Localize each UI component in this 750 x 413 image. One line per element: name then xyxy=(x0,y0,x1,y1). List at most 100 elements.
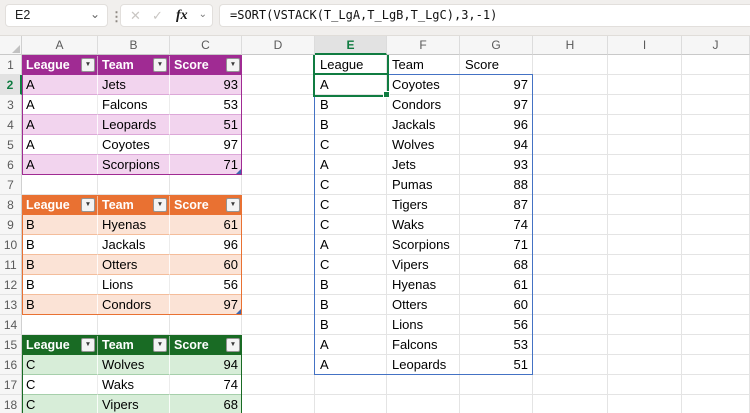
chevron-down-icon[interactable]: ⌄ xyxy=(198,9,207,20)
cell-B16[interactable]: Wolves xyxy=(98,355,170,375)
cell-E1[interactable]: League xyxy=(320,57,364,72)
cell-C17[interactable]: 74 xyxy=(170,375,242,395)
row-header-14[interactable]: 14 xyxy=(0,315,22,335)
cell-C4[interactable]: 51 xyxy=(170,115,242,135)
cell-F6[interactable]: Jets xyxy=(392,157,416,172)
cell-E11[interactable]: C xyxy=(320,257,330,272)
cell-G3[interactable]: 97 xyxy=(513,97,528,112)
row-header-9[interactable]: 9 xyxy=(0,215,22,235)
cell-E16[interactable]: A xyxy=(320,357,329,372)
cell-F1[interactable]: Team xyxy=(392,57,424,72)
formula-input[interactable]: =SORT(VSTACK(T_LgA,T_LgB,T_LgC),3,-1) xyxy=(219,4,750,27)
cell-G1[interactable]: Score xyxy=(465,57,499,72)
cell-C12[interactable]: 56 xyxy=(170,275,242,295)
cell-E8[interactable]: C xyxy=(320,197,330,212)
cell-B10[interactable]: Jackals xyxy=(98,235,170,255)
column-header-F[interactable]: F xyxy=(387,36,460,55)
cell-E9[interactable]: C xyxy=(320,217,330,232)
select-all-button[interactable] xyxy=(0,36,22,55)
row-header-4[interactable]: 4 xyxy=(0,115,22,135)
cell-G11[interactable]: 68 xyxy=(513,257,528,272)
cell-B11[interactable]: Otters xyxy=(98,255,170,275)
fill-handle[interactable] xyxy=(383,91,390,98)
cell-C13[interactable]: 97 xyxy=(170,295,242,315)
cell-E2[interactable]: A xyxy=(320,77,329,92)
row-header-2[interactable]: 2 xyxy=(0,75,22,95)
cell-F5[interactable]: Wolves xyxy=(392,137,435,152)
column-header-H[interactable]: H xyxy=(533,36,608,55)
cell-G16[interactable]: 51 xyxy=(513,357,528,372)
cell-E4[interactable]: B xyxy=(320,117,329,132)
cell-F8[interactable]: Tigers xyxy=(392,197,428,212)
cell-E6[interactable]: A xyxy=(320,157,329,172)
cell-G4[interactable]: 96 xyxy=(513,117,528,132)
row-header-12[interactable]: 12 xyxy=(0,275,22,295)
cell-F10[interactable]: Scorpions xyxy=(392,237,450,252)
cell-G12[interactable]: 61 xyxy=(513,277,528,292)
row-header-17[interactable]: 17 xyxy=(0,375,22,395)
cell-C18[interactable]: 68 xyxy=(170,395,242,413)
cell-G6[interactable]: 93 xyxy=(513,157,528,172)
cell-F4[interactable]: Jackals xyxy=(392,117,436,132)
cell-B5[interactable]: Coyotes xyxy=(98,135,170,155)
cell-G2[interactable]: 97 xyxy=(513,77,528,92)
chevron-down-icon[interactable]: ⌄ xyxy=(89,7,100,21)
cell-E12[interactable]: B xyxy=(320,277,329,292)
row-header-5[interactable]: 5 xyxy=(0,135,22,155)
filter-button[interactable]: ▼ xyxy=(153,338,167,352)
column-header-D[interactable]: D xyxy=(242,36,315,55)
cell-F14[interactable]: Lions xyxy=(392,317,424,332)
filter-button[interactable]: ▼ xyxy=(226,198,240,212)
column-header-J[interactable]: J xyxy=(682,36,750,55)
row-header-7[interactable]: 7 xyxy=(0,175,22,195)
cell-A10[interactable]: B xyxy=(22,235,98,255)
cell-E13[interactable]: B xyxy=(320,297,329,312)
cell-F13[interactable]: Otters xyxy=(392,297,428,312)
cell-E10[interactable]: A xyxy=(320,237,329,252)
row-header-13[interactable]: 13 xyxy=(0,295,22,315)
cell-F15[interactable]: Falcons xyxy=(392,337,438,352)
row-header-8[interactable]: 8 xyxy=(0,195,22,215)
cell-A11[interactable]: B xyxy=(22,255,98,275)
column-header-A[interactable]: A xyxy=(22,36,98,55)
filter-button[interactable]: ▼ xyxy=(226,338,240,352)
column-header-B[interactable]: B xyxy=(98,36,170,55)
cell-E7[interactable]: C xyxy=(320,177,330,192)
cell-A3[interactable]: A xyxy=(22,95,98,115)
name-box[interactable]: E2 ⌄ xyxy=(5,4,108,27)
cell-G13[interactable]: 60 xyxy=(513,297,528,312)
insert-function-button[interactable]: fx xyxy=(176,8,188,23)
cell-A6[interactable]: A xyxy=(22,155,98,175)
filter-button[interactable]: ▼ xyxy=(81,58,95,72)
cell-G14[interactable]: 56 xyxy=(513,317,528,332)
cell-A16[interactable]: C xyxy=(22,355,98,375)
cell-B2[interactable]: Jets xyxy=(98,75,170,95)
row-header-10[interactable]: 10 xyxy=(0,235,22,255)
cell-A18[interactable]: C xyxy=(22,395,98,413)
column-header-E[interactable]: E xyxy=(315,36,387,55)
filter-button[interactable]: ▼ xyxy=(81,338,95,352)
row-header-1[interactable]: 1 xyxy=(0,55,22,75)
cell-B4[interactable]: Leopards xyxy=(98,115,170,135)
cell-C5[interactable]: 97 xyxy=(170,135,242,155)
cell-A9[interactable]: B xyxy=(22,215,98,235)
cell-B17[interactable]: Waks xyxy=(98,375,170,395)
cell-G15[interactable]: 53 xyxy=(513,337,528,352)
cell-F2[interactable]: Coyotes xyxy=(392,77,440,92)
column-header-I[interactable]: I xyxy=(608,36,682,55)
cell-C9[interactable]: 61 xyxy=(170,215,242,235)
cell-F9[interactable]: Waks xyxy=(392,217,425,232)
cell-B13[interactable]: Condors xyxy=(98,295,170,315)
filter-button[interactable]: ▼ xyxy=(153,58,167,72)
cell-C2[interactable]: 93 xyxy=(170,75,242,95)
cell-F3[interactable]: Condors xyxy=(392,97,442,112)
cell-E14[interactable]: B xyxy=(320,317,329,332)
cell-G5[interactable]: 94 xyxy=(513,137,528,152)
cell-G10[interactable]: 71 xyxy=(513,237,528,252)
cell-C16[interactable]: 94 xyxy=(170,355,242,375)
cell-B12[interactable]: Lions xyxy=(98,275,170,295)
cancel-button[interactable]: ✕ xyxy=(130,8,141,23)
cell-A17[interactable]: C xyxy=(22,375,98,395)
cell-E5[interactable]: C xyxy=(320,137,330,152)
filter-button[interactable]: ▼ xyxy=(81,198,95,212)
